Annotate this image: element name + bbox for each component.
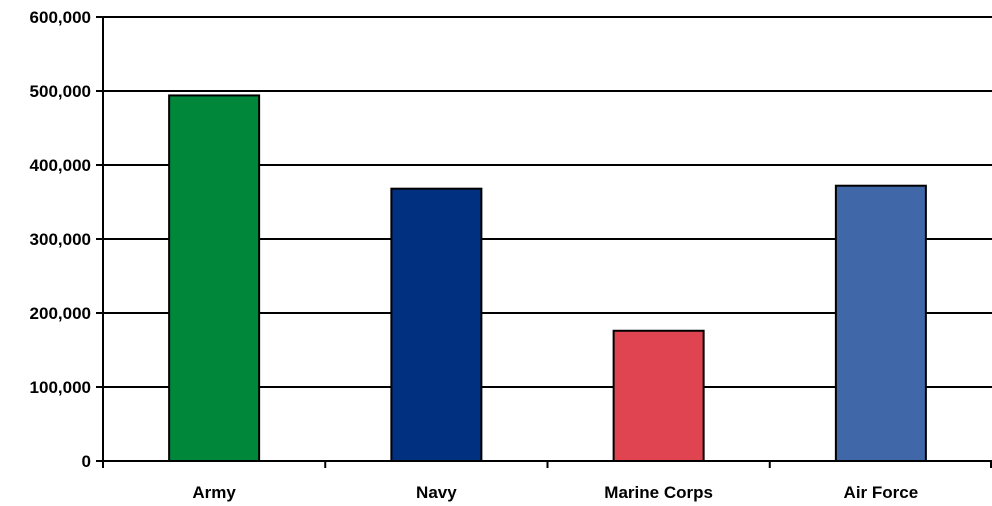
bar-navy (390, 187, 483, 462)
bar-marine-corps (612, 329, 705, 463)
x-tick-label: Navy (416, 483, 457, 502)
y-tick-label: 400,000 (30, 156, 91, 175)
bar-army (168, 94, 261, 462)
x-tick-labels: Army Navy Marine Corps Air Force (192, 483, 918, 502)
y-tick-label: 100,000 (30, 378, 91, 397)
axes (96, 16, 992, 468)
y-tick-labels: 0 100,000 200,000 300,000 400,000 500,000 600,… (30, 8, 91, 471)
x-tick-label: Air Force (844, 483, 919, 502)
y-tick-label: 600,000 (30, 8, 91, 27)
y-tick-label: 200,000 (30, 304, 91, 323)
bars (168, 94, 927, 463)
y-tick-label: 0 (82, 452, 91, 471)
y-tick-label: 500,000 (30, 82, 91, 101)
x-tick-label: Marine Corps (604, 483, 713, 502)
y-tick-label: 300,000 (30, 230, 91, 249)
x-tick-label: Army (192, 483, 236, 502)
bar-air-force (834, 184, 927, 462)
